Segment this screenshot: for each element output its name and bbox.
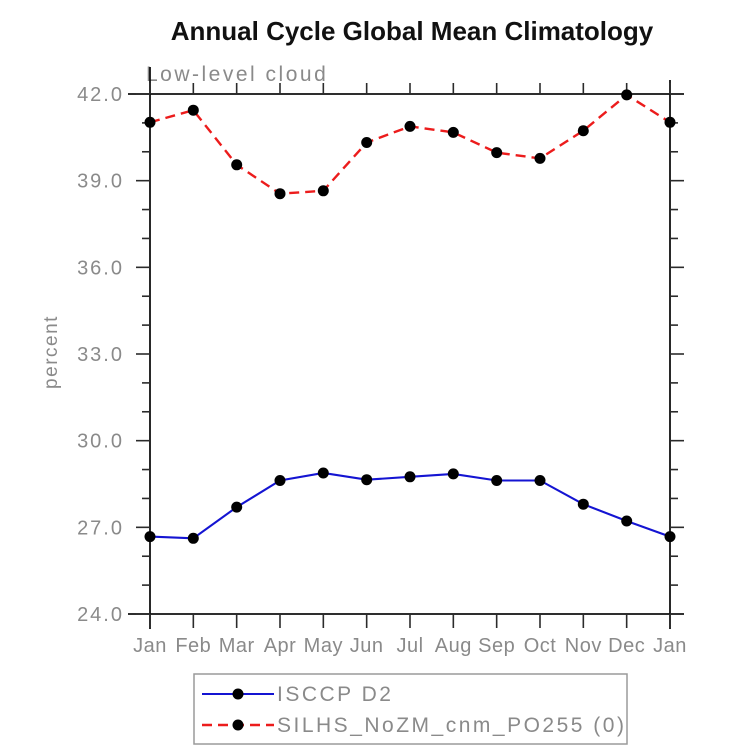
series-line-0 [149,471,671,540]
data-point-marker [664,531,676,543]
data-point-marker [491,147,503,159]
y-tick-label: 36.0 [77,257,124,279]
legend-marker-1 [232,719,244,731]
data-point-marker [404,471,416,483]
data-point-marker [231,159,243,171]
data-point-marker [274,188,286,200]
y-tick-label: 30.0 [77,431,124,453]
x-tick-label: Jan [653,635,687,657]
legend: ISCCP D2 SILHS_NoZM_cnm_PO255 (0) [193,673,628,745]
legend-swatch-isccp [202,688,274,700]
data-point-marker [361,137,373,148]
data-point-marker [447,468,459,480]
chart-title: Annual Cycle Global Mean Climatology [171,16,654,46]
data-point-marker [144,116,156,128]
data-point-marker [621,89,633,101]
legend-swatch-silhs [202,719,274,731]
data-point-marker [187,104,199,116]
y-tick-label: 33.0 [77,344,124,366]
data-point-marker [577,125,589,137]
x-tick-label: Oct [524,635,557,657]
data-point-marker [577,498,589,510]
data-point-marker [534,475,546,486]
data-point-marker [231,501,243,513]
data-point-marker [317,467,329,479]
x-tick-label: Aug [435,635,472,657]
data-point-marker [187,532,199,544]
data-point-marker [404,120,416,132]
x-tick-label: Nov [565,635,602,657]
x-tick-label: May [304,635,343,657]
data-point-marker [621,515,633,527]
data-series [144,89,676,544]
y-tick-label: 42.0 [77,84,124,106]
data-point-marker [534,152,546,164]
legend-box [193,673,628,745]
legend-marker-0 [232,688,244,700]
y-axis-title: percent [41,315,62,389]
axes: 24.0 27.0 30.0 33.0 36.0 39.0 42.0 Jan Feb Mar Apr… [77,67,687,657]
x-tick-label: Mar [219,635,255,657]
legend-label-silhs: SILHS_NoZM_cnm_PO255 (0) [277,714,626,737]
y-tick-label: 39.0 [77,171,124,193]
x-tick-label: Dec [608,635,645,657]
x-tick-label: Jan [133,635,167,657]
y-tick-label: 24.0 [77,604,124,626]
series-line-1 [149,93,671,195]
x-tick-label: Jul [396,635,423,657]
data-point-marker [447,126,459,138]
data-point-marker [144,531,156,543]
y-tick-label: 27.0 [77,517,124,539]
x-tick-label: Feb [175,635,211,657]
data-point-marker [361,474,373,486]
legend-label-isccp: ISCCP D2 [277,683,393,706]
data-point-marker [491,475,503,486]
data-point-marker [274,475,286,486]
chart-subtitle: Low-level cloud [146,63,328,86]
x-tick-label: Apr [264,635,297,657]
x-tick-label: Jun [350,635,384,657]
data-point-marker [317,185,329,197]
data-point-marker [664,116,676,128]
x-tick-label: Sep [478,635,515,657]
